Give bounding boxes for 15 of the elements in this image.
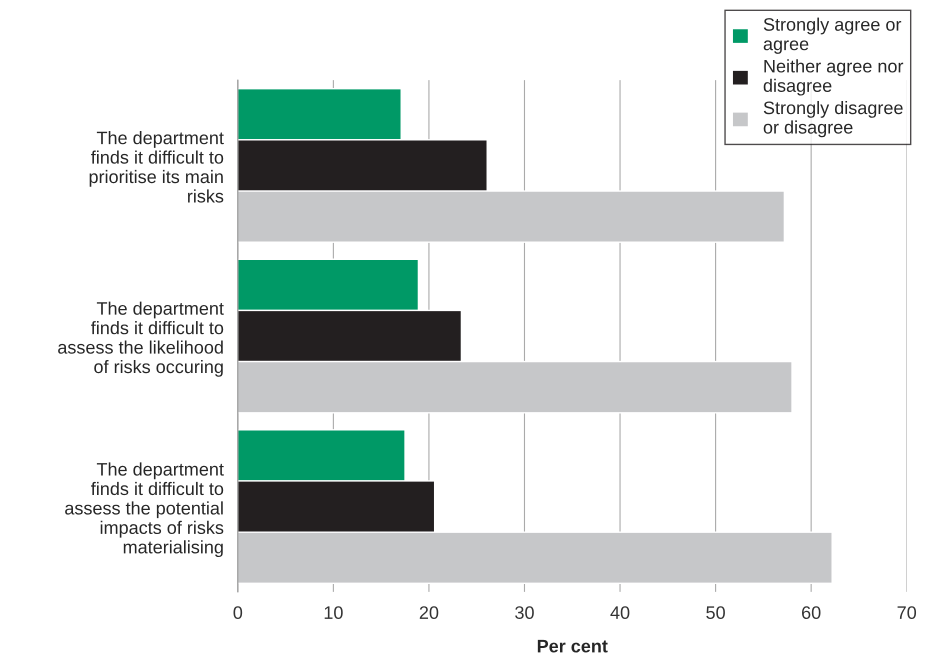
x-tick-label: 40 — [610, 606, 630, 619]
x-tick-label: 0 — [234, 606, 242, 619]
legend-label: Strongly disagree or disagree — [764, 100, 903, 138]
legend-label: Strongly agree or agree — [764, 18, 902, 54]
x-tick-label: 20 — [420, 606, 438, 619]
x-axis-title: Per cent — [538, 640, 608, 652]
x-tick-label: 70 — [898, 606, 916, 619]
y-tick-label: The department finds it difficult to assess the likelihood of risks occuring — [58, 302, 224, 377]
x-tick-label: 50 — [706, 606, 725, 619]
x-tick-label: 60 — [802, 606, 820, 619]
y-tick-label: The department finds it difficult to assess the potential impacts of risks materialising — [65, 462, 224, 558]
x-tick-label: 30 — [515, 606, 534, 619]
x-tick-label: 10 — [324, 606, 343, 619]
legend-label: Neither agree nor disagree — [764, 59, 904, 96]
y-tick-label: The department finds it difficult to prioritise its main risks — [90, 131, 224, 203]
